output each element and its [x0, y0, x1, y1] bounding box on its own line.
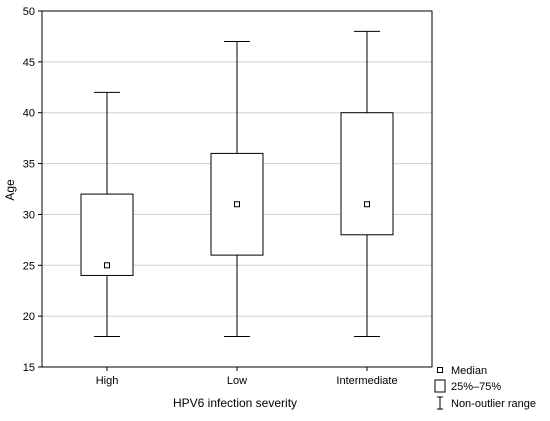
legend-median-label: Median	[451, 365, 487, 377]
x-tick-label: Low	[227, 375, 247, 387]
median-marker	[104, 262, 110, 269]
x-tick-label: High	[96, 375, 119, 387]
legend-box-label: 25%–75%	[451, 381, 501, 393]
y-tick-label: 35	[23, 159, 35, 171]
y-tick-label: 15	[23, 362, 35, 374]
boxes	[80, 30, 394, 337]
median-marker	[364, 201, 370, 208]
iqr-box	[340, 112, 394, 236]
legend-box-symbol	[434, 379, 446, 393]
y-tick-label: 45	[23, 57, 35, 69]
legend: Median 25%–75% Non-outlier range	[434, 365, 536, 410]
median-marker	[234, 201, 240, 208]
x-axis-label: HPV6 infection severity	[173, 396, 297, 410]
iqr-box	[80, 193, 134, 276]
x-tick-label: Intermediate	[336, 375, 397, 387]
axes: 15 20 25 30 35 40 45 50 High Low Intermediate	[23, 6, 433, 387]
y-tick-label: 25	[23, 260, 35, 272]
legend-range-label: Non-outlier range	[451, 398, 536, 410]
y-tick-label: 40	[23, 108, 35, 120]
y-tick-label: 50	[23, 6, 35, 18]
y-tick-label: 20	[23, 311, 35, 323]
y-axis-label: Age	[3, 179, 17, 201]
y-tick-label: 30	[23, 209, 35, 221]
axis-labels: Age HPV6 infection severity	[3, 179, 297, 410]
legend-median-symbol	[437, 367, 443, 373]
